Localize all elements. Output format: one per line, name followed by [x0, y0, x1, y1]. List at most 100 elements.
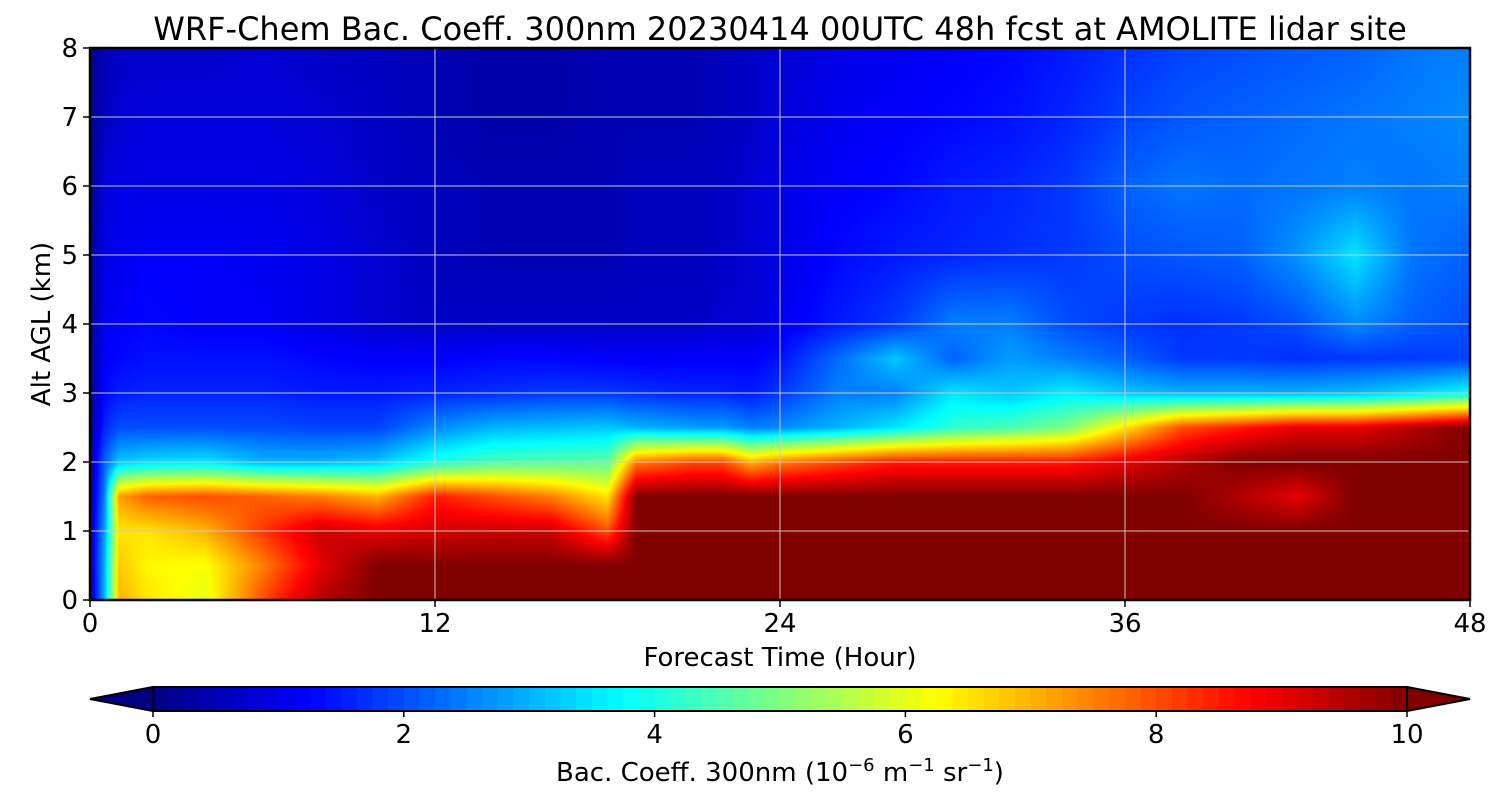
colorbar-tick-label: 6 — [897, 720, 914, 750]
colorbar-label: Bac. Coeff. 300nm (10−6 m−1 sr−1) — [556, 755, 1004, 788]
colorbar-cell — [670, 687, 687, 711]
colorbar-cell — [497, 687, 515, 711]
colorbar-cell — [1109, 687, 1126, 711]
colorbar-cell — [717, 687, 734, 711]
colorbar-cell — [701, 687, 718, 711]
colorbar-cell — [1187, 687, 1204, 711]
colorbar-cell — [1015, 687, 1032, 711]
colorbar-cell — [1124, 687, 1142, 711]
colorbar-cell — [200, 687, 217, 711]
x-tick-label: 12 — [418, 609, 451, 639]
colorbar-cell — [1281, 687, 1298, 711]
colorbar-frame — [152, 686, 1408, 712]
y-tick-label: 0 — [61, 586, 78, 616]
colorbar-cell — [1312, 687, 1330, 711]
colorbar-cell — [372, 687, 389, 711]
colorbar-cell — [560, 687, 577, 711]
colorbar-cell — [1156, 687, 1173, 711]
colorbar-gradient — [153, 687, 1408, 711]
colorbar-cell — [513, 687, 530, 711]
colorbar-cell — [529, 687, 546, 711]
colorbar-tick-label: 10 — [1390, 720, 1423, 750]
colorbar-cell — [827, 687, 844, 711]
x-tick-label: 48 — [1453, 609, 1486, 639]
colorbar-cell — [1375, 687, 1392, 711]
colorbar-cell — [748, 687, 765, 711]
y-tick-label: 4 — [61, 310, 78, 340]
y-axis-ticks: 0 1 2 3 4 5 6 7 8 — [61, 34, 90, 616]
colorbar-cell — [1265, 687, 1283, 711]
colorbar-cell — [388, 687, 405, 711]
colorbar-cell — [435, 687, 452, 711]
colorbar-cell — [576, 687, 593, 711]
colorbar-cell — [184, 687, 201, 711]
colorbar-cell — [1171, 687, 1189, 711]
colorbar-cell — [921, 687, 938, 711]
colorbar-cell — [1046, 687, 1063, 711]
colorbar-cell — [1218, 687, 1236, 711]
colorbar-cell — [215, 687, 232, 711]
y-tick-label: 8 — [61, 34, 78, 64]
colorbar-ticks: 0 2 4 6 8 10 — [145, 711, 1424, 750]
colorbar-cell — [419, 687, 436, 711]
colorbar-cell — [591, 687, 609, 711]
colorbar-cell — [905, 687, 922, 711]
colorbar-cell — [1234, 687, 1251, 711]
y-tick-label: 1 — [61, 517, 78, 547]
colorbar-tick-label: 8 — [1148, 720, 1165, 750]
colorbar-tick-label: 0 — [145, 720, 162, 750]
colorbar-cell — [842, 687, 859, 711]
x-tick-label: 36 — [1108, 609, 1141, 639]
colorbar-cell — [795, 687, 812, 711]
colorbar-cell — [482, 687, 499, 711]
colorbar-cell — [278, 687, 295, 711]
colorbar-cell — [685, 687, 703, 711]
y-axis-label: Alt AGL (km) — [27, 242, 57, 406]
grid-lines — [90, 48, 1470, 600]
colorbar-cell — [294, 687, 311, 711]
colorbar-cell — [952, 687, 969, 711]
colorbar-cell — [309, 687, 327, 711]
x-tick-label: 0 — [82, 609, 99, 639]
colorbar-cell — [403, 687, 421, 711]
colorbar-cell — [356, 687, 374, 711]
colorbar: 0 2 4 6 8 10 Bac. Coeff. 300nm (10−6 m−1 sr−1… — [89, 685, 1471, 788]
colorbar-cell — [544, 687, 562, 711]
colorbar-cell — [1250, 687, 1267, 711]
x-tick-label: 24 — [763, 609, 796, 639]
colorbar-cell — [638, 687, 656, 711]
colorbar-cell — [231, 687, 248, 711]
colorbar-cell — [732, 687, 750, 711]
colorbar-cell — [153, 687, 170, 711]
colorbar-cell — [466, 687, 483, 711]
colorbar-cell — [968, 687, 985, 711]
colorbar-cell — [1391, 687, 1408, 711]
colorbar-cell — [889, 687, 906, 711]
colorbar-cell — [858, 687, 875, 711]
y-tick-label: 2 — [61, 448, 78, 478]
colorbar-cell — [874, 687, 891, 711]
colorbar-cell — [1093, 687, 1110, 711]
colorbar-cell — [341, 687, 358, 711]
colorbar-cell — [1030, 687, 1048, 711]
colorbar-cell — [764, 687, 781, 711]
colorbar-cell — [325, 687, 342, 711]
y-tick-label: 5 — [61, 241, 78, 271]
colorbar-cell — [654, 687, 671, 711]
colorbar-cell — [1062, 687, 1079, 711]
y-tick-label: 7 — [61, 103, 78, 133]
colorbar-cell — [936, 687, 954, 711]
colorbar-cell — [1359, 687, 1377, 711]
x-axis-ticks: 0 12 24 36 48 — [82, 600, 1487, 639]
colorbar-cell — [1140, 687, 1157, 711]
colorbar-cell — [168, 687, 185, 711]
colorbar-cell — [811, 687, 828, 711]
colorbar-cell — [623, 687, 640, 711]
colorbar-cell — [983, 687, 1001, 711]
y-tick-label: 3 — [61, 379, 78, 409]
colorbar-cell — [607, 687, 624, 711]
x-axis-label: Forecast Time (Hour) — [643, 643, 916, 673]
y-tick-label: 6 — [61, 172, 78, 202]
colorbar-tick-label: 2 — [396, 720, 413, 750]
